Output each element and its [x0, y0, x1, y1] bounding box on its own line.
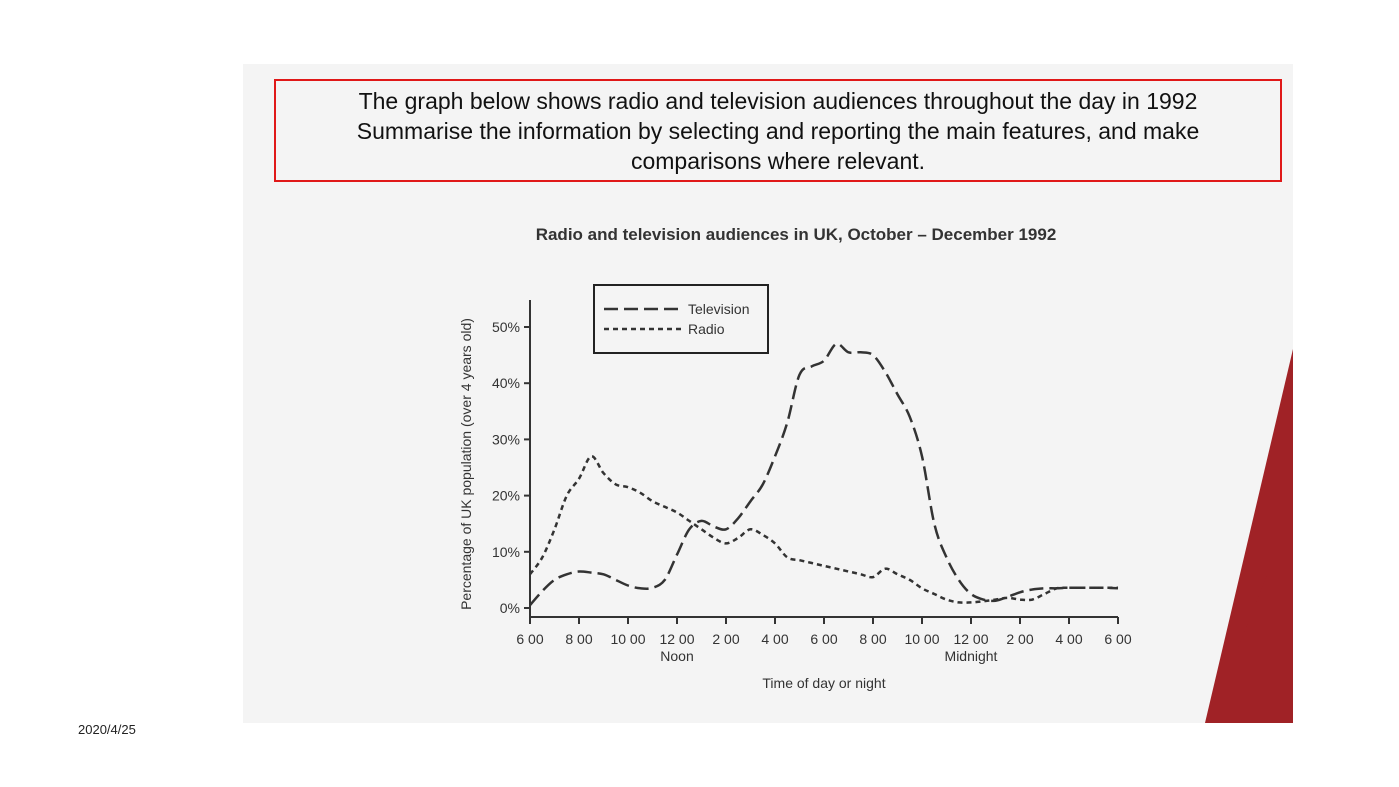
x-ticks: 6 00 8 00 10 00 12 00 2 00 4 00 6 00 8 00 10 00 1…: [516, 617, 1132, 664]
y-tick-label: 50%: [492, 319, 520, 335]
x-tick-label: 6 00: [810, 631, 837, 647]
y-tick-label: 30%: [492, 431, 520, 447]
series-line-radio: [528, 455, 1118, 604]
x-axis-label: Time of day or night: [762, 675, 885, 691]
y-tick-label: 10%: [492, 544, 520, 560]
y-tick-label: 20%: [492, 488, 520, 504]
y-ticks: 0% 10% 20% 30% 40% 50%: [492, 319, 530, 616]
x-tick-label: 12 00: [953, 631, 988, 647]
series-lines: [528, 342, 1119, 606]
task-line-2: Summarise the information by selecting a…: [356, 117, 1200, 144]
slide: The graph below shows radio and televisi…: [243, 64, 1293, 723]
x-tick-label: 12 00: [659, 631, 694, 647]
brand-logo-bar: [1238, 575, 1293, 648]
slide-date: 2020/4/25: [78, 722, 136, 737]
legend-television-label: Television: [688, 301, 749, 317]
task-prompt-box: The graph below shows radio and televisi…: [274, 79, 1282, 182]
line-chart: Radio and television audiences in UK, Oc…: [458, 225, 1132, 691]
x-tick-label: 4 00: [1055, 631, 1082, 647]
x-tick-label: 8 00: [859, 631, 886, 647]
y-tick-label: 0%: [500, 600, 520, 616]
x-tick-label: 10 00: [610, 631, 645, 647]
chart-title: Radio and television audiences in UK, Oc…: [536, 225, 1057, 244]
x-sublabel: Noon: [660, 648, 693, 664]
x-tick-label: 2 00: [712, 631, 739, 647]
legend-box: [593, 284, 769, 354]
legend: Television Radio: [593, 284, 769, 354]
x-tick-label: 6 00: [516, 631, 543, 647]
series-line-television: [529, 342, 1119, 606]
y-axis-label: Percentage of UK population (over 4 year…: [458, 318, 474, 610]
x-tick-label: 10 00: [904, 631, 939, 647]
x-tick-label: 2 00: [1006, 631, 1033, 647]
x-tick-label: 8 00: [565, 631, 592, 647]
legend-radio-label: Radio: [688, 321, 725, 337]
x-sublabel: Midnight: [945, 648, 998, 664]
brand-logo-shape: [1205, 349, 1293, 723]
x-tick-label: 4 00: [761, 631, 788, 647]
y-tick-label: 40%: [492, 375, 520, 391]
brand-logo-stroke: [1205, 349, 1293, 723]
task-line-1: The graph below shows radio and televisi…: [358, 87, 1198, 114]
x-tick-label: 6 00: [1104, 631, 1131, 647]
task-line-3: comparisons where relevant.: [630, 147, 926, 174]
